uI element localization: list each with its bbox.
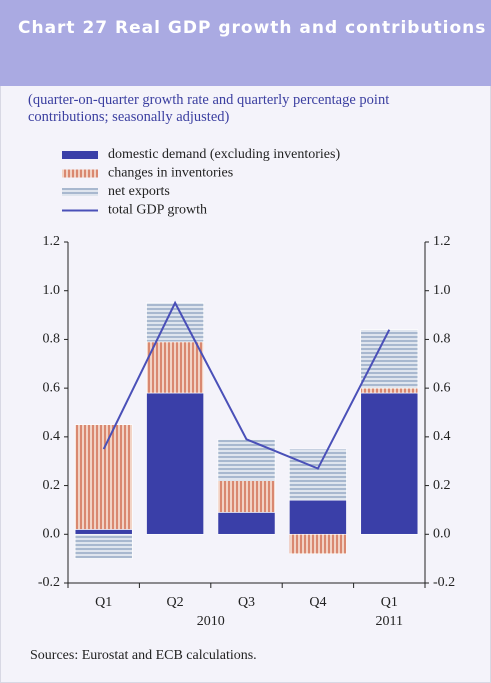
bar-segment <box>289 448 347 501</box>
y-tick-label: 0.6 <box>43 380 61 395</box>
subtitle-box: (quarter-on-quarter growth rate and quar… <box>28 92 390 125</box>
legend-label: total GDP growth <box>108 203 207 218</box>
bar-segment <box>360 329 419 389</box>
chart-title: Chart 27 Real GDP growth and contributio… <box>18 18 486 38</box>
legend-swatch <box>62 188 98 196</box>
bar-segment <box>74 424 133 530</box>
bar-segment <box>146 302 204 343</box>
legend-label: domestic demand (excluding inventories) <box>108 147 340 162</box>
legend-swatch <box>62 169 98 178</box>
bar-segment <box>289 533 347 555</box>
year-label: 2011 <box>376 614 403 629</box>
legend-label: changes in inventories <box>108 166 233 181</box>
y2-tick-label: 0.8 <box>433 332 451 347</box>
bar-segment <box>217 438 276 481</box>
y-tick-label: 1.2 <box>43 234 61 249</box>
chart-subtitle: (quarter-on-quarter growth rate and quar… <box>28 92 390 125</box>
legend-swatch <box>62 151 98 159</box>
legend-label: net exports <box>108 184 170 199</box>
bar-segment <box>360 387 419 394</box>
x-tick-label: Q1 <box>95 595 112 610</box>
x-tick-label: Q4 <box>309 595 326 610</box>
y2-tick-label: 0.6 <box>433 380 451 395</box>
bar-segment <box>289 499 347 535</box>
y-tick-label: -0.2 <box>38 575 60 590</box>
year-label: 2010 <box>197 614 225 629</box>
bar-segment <box>146 392 204 535</box>
gdp-line <box>102 300 391 470</box>
y-tick-label: 0.0 <box>43 527 61 542</box>
bar-segment <box>74 529 133 535</box>
y2-tick-label: -0.2 <box>433 575 455 590</box>
x-tick-label: Q2 <box>167 595 184 610</box>
y-tick-label: 0.8 <box>43 332 61 347</box>
source-note: Sources: Eurostat and ECB calculations. <box>30 648 257 663</box>
y2-tick-label: 1.2 <box>433 234 451 249</box>
bar-segment <box>360 392 419 535</box>
header <box>0 0 491 86</box>
bar-segment <box>74 533 133 559</box>
x-tick-label: Q3 <box>238 595 255 610</box>
y2-tick-label: 0.0 <box>433 527 451 542</box>
bar-segment <box>146 341 204 394</box>
y-tick-label: 1.0 <box>43 283 61 298</box>
x-tick-label: Q1 <box>381 595 398 610</box>
y2-tick-label: 1.0 <box>433 283 451 298</box>
bar-segment <box>217 480 276 513</box>
bar-segment <box>217 512 276 535</box>
y2-tick-label: 0.2 <box>433 478 451 493</box>
y2-tick-label: 0.4 <box>433 429 451 444</box>
y-tick-label: 0.4 <box>43 429 61 444</box>
y-tick-label: 0.2 <box>43 478 61 493</box>
